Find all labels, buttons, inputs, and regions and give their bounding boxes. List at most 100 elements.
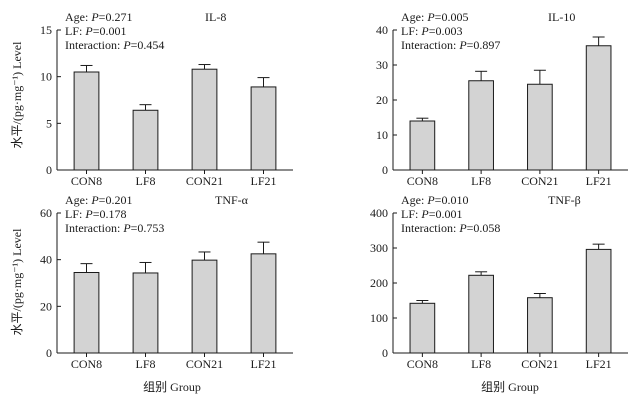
y-tick-label: 10 (376, 128, 388, 142)
stat-p-symbol: P (458, 38, 467, 52)
x-tick-label-lf8: LF8 (471, 174, 491, 188)
y-axis-label-top: 水平/(pg·mg⁻¹) Level (10, 41, 24, 149)
bar-con21 (527, 83, 553, 171)
bar-con21 (527, 297, 553, 354)
stat-line: Age: P=0.010 (401, 193, 468, 207)
stat-p-symbol: P (122, 221, 131, 235)
y-tick-label: 15 (40, 23, 52, 37)
stat-p-symbol: P (90, 193, 99, 207)
bar-con8 (73, 272, 100, 354)
bar-lf21 (585, 248, 612, 354)
x-tick-label-con8: CON8 (407, 357, 438, 371)
stat-line: LF: P=0.178 (65, 207, 126, 221)
x-tick-label-lf8: LF8 (471, 357, 491, 371)
x-tick-label-lf8: LF8 (135, 174, 155, 188)
y-tick-label: 20 (40, 299, 52, 313)
stat-value: =0.201 (99, 193, 133, 207)
bar-con21 (191, 259, 218, 354)
x-tick-label-lf8: LF8 (135, 357, 155, 371)
x-axis-label-right: 组别 Group (481, 380, 539, 394)
stat-label: LF: (401, 24, 421, 38)
stat-label: Age: (65, 10, 91, 24)
stat-label: Interaction: (401, 38, 459, 52)
stat-label: Age: (401, 193, 427, 207)
stat-line: Interaction: P=0.454 (65, 38, 164, 52)
stat-label: Age: (65, 193, 91, 207)
stat-line: Interaction: P=0.897 (401, 38, 500, 52)
y-tick-label: 10 (40, 70, 52, 84)
y-tick-label: 100 (370, 311, 388, 325)
y-tick-label: 0 (382, 346, 388, 360)
bar-lf8 (132, 109, 159, 171)
panel-title: IL-10 (548, 10, 575, 24)
stat-value: =0.005 (435, 10, 469, 24)
stat-value: =0.001 (429, 207, 463, 221)
bar-lf21 (250, 253, 277, 354)
stat-value: =0.010 (435, 193, 469, 207)
bar-lf8 (468, 80, 494, 171)
y-tick-label: 40 (40, 253, 52, 267)
x-tick-label-con8: CON8 (71, 174, 102, 188)
stat-value: =0.753 (131, 221, 165, 235)
stat-p-symbol: P (426, 193, 435, 207)
stat-label: Interaction: (401, 221, 459, 235)
y-tick-label: 30 (376, 58, 388, 72)
stat-p-symbol: P (90, 10, 99, 24)
bar-lf21 (585, 45, 612, 171)
x-tick-label-con21: CON21 (186, 174, 223, 188)
y-tick-label: 200 (370, 276, 388, 290)
panel-tnf-beta: 0 100 200 300 400 CON8 LF8 CON21 LF21 TNF-β Age: P… (370, 193, 628, 371)
stat-p-symbol: P (426, 10, 435, 24)
stat-label: LF: (65, 24, 85, 38)
stat-p-symbol: P (458, 221, 467, 235)
stat-line: Age: P=0.005 (401, 10, 468, 24)
stat-value: =0.001 (93, 24, 127, 38)
stat-p-symbol: P (84, 24, 93, 38)
x-tick-label-con8: CON8 (407, 174, 438, 188)
bar-lf8 (132, 272, 159, 354)
stat-value: =0.897 (467, 38, 501, 52)
x-axis-label-left: 组别 Group (143, 380, 201, 394)
stat-line: LF: P=0.001 (65, 24, 126, 38)
panel-title: TNF-α (215, 193, 249, 207)
panel-title: TNF-β (548, 193, 581, 207)
panel-title: IL-8 (205, 10, 226, 24)
stat-label: Interaction: (65, 38, 123, 52)
stat-value: =0.454 (131, 38, 165, 52)
x-tick-label-lf21: LF21 (250, 357, 276, 371)
bar-con8 (73, 71, 100, 171)
y-tick-label: 0 (382, 163, 388, 177)
stat-value: =0.178 (93, 207, 127, 221)
stat-line: Age: P=0.271 (65, 10, 132, 24)
y-tick-label: 400 (370, 206, 388, 220)
y-axis-label-bottom: 水平/(pg·mg⁻¹) Level (10, 228, 24, 336)
bar-con21 (191, 68, 218, 171)
stat-value: =0.003 (429, 24, 463, 38)
stat-line: Age: P=0.201 (65, 193, 132, 207)
stat-value: =0.058 (467, 221, 501, 235)
y-tick-label: 20 (376, 93, 388, 107)
stat-label: Age: (401, 10, 427, 24)
stat-label: LF: (401, 207, 421, 221)
y-tick-label: 300 (370, 241, 388, 255)
stat-p-symbol: P (84, 207, 93, 221)
x-tick-label-con8: CON8 (71, 357, 102, 371)
y-tick-label: 0 (46, 163, 52, 177)
stat-label: LF: (65, 207, 85, 221)
bar-con8 (409, 302, 436, 354)
x-tick-label-con21: CON21 (521, 174, 558, 188)
stat-line: Interaction: P=0.058 (401, 221, 500, 235)
x-tick-label-con21: CON21 (186, 357, 223, 371)
y-tick-label: 5 (46, 116, 52, 130)
bar-lf8 (468, 274, 494, 354)
bar-lf21 (250, 86, 277, 171)
y-tick-label: 40 (376, 23, 388, 37)
stat-line: Interaction: P=0.753 (65, 221, 164, 235)
stat-line: LF: P=0.001 (401, 207, 462, 221)
x-tick-label-lf21: LF21 (250, 174, 276, 188)
x-tick-label-lf21: LF21 (586, 174, 612, 188)
